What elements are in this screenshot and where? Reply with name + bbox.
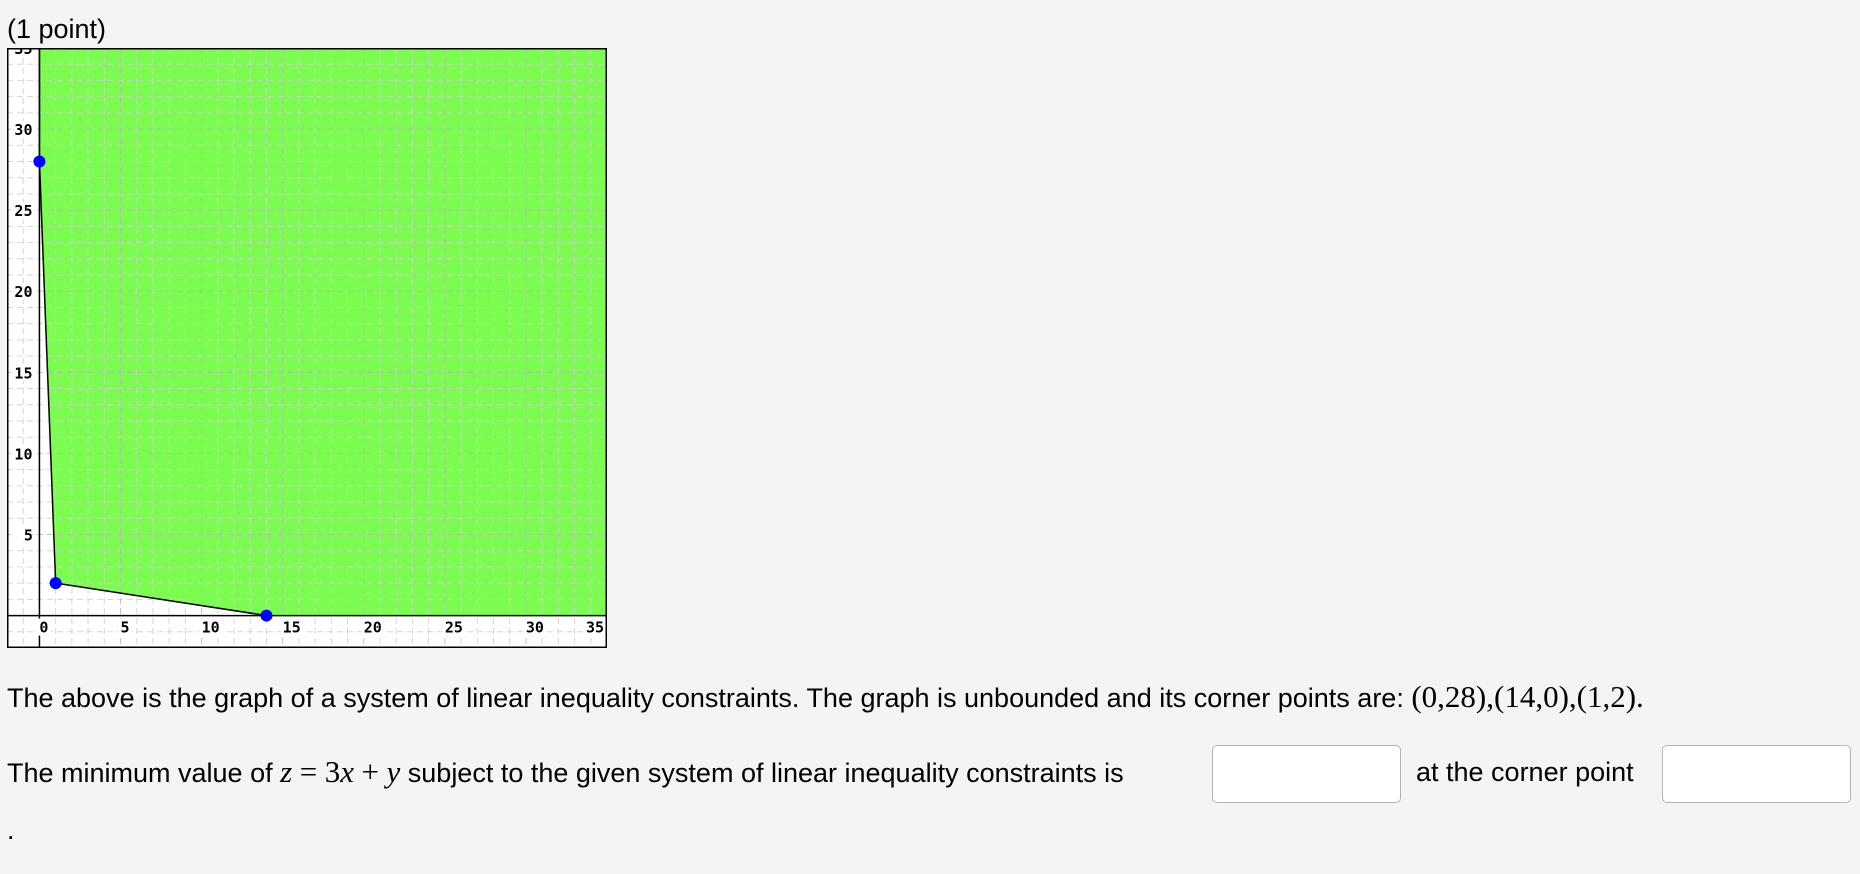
points-label: (1 point)	[7, 14, 107, 44]
objective-plus: +	[361, 754, 379, 789]
description-text: The above is the graph of a system of li…	[7, 683, 1404, 713]
x-tick-label: 10	[202, 619, 220, 637]
x-tick-label: 35	[586, 619, 604, 637]
x-tick-label: 0	[39, 619, 48, 637]
y-tick-label-bg	[11, 48, 34, 57]
corner-point	[33, 155, 46, 168]
y-tick-label: 5	[24, 526, 33, 544]
x-tick-label: 15	[283, 619, 301, 637]
x-tick-label-bg	[523, 618, 547, 636]
y-tick-label: 25	[14, 202, 32, 220]
y-tick-label-bg	[11, 364, 34, 382]
x-tick-label-bg	[37, 618, 51, 636]
objective-equals: =	[299, 754, 318, 789]
min-value-input[interactable]	[1212, 745, 1401, 803]
y-tick-label-bg	[11, 526, 25, 544]
x-tick-label: 5	[121, 619, 130, 637]
x-tick-label-bg	[280, 618, 304, 636]
x-tick-label-bg	[199, 618, 223, 636]
y-tick-label: 10	[14, 445, 32, 463]
description-line: The above is the graph of a system of li…	[7, 677, 1644, 718]
x-tick-label-bg	[361, 618, 385, 636]
y-tick-label: 15	[14, 364, 32, 382]
objective-y: y	[386, 754, 401, 789]
y-tick-label-bg	[11, 202, 34, 220]
objective-coef: 3	[324, 754, 341, 789]
graph-svg: 0 5 10 15 20 25 30 35 5 10 15 20 25 30 35	[7, 48, 607, 648]
y-tick-label: 35	[14, 48, 32, 58]
x-tick-label: 20	[364, 619, 382, 637]
y-tick-label-bg	[11, 283, 34, 301]
x-tick-label-bg	[118, 618, 133, 636]
x-tick-label-bg	[442, 618, 466, 636]
x-tick-label: 30	[526, 619, 544, 637]
question-line: The minimum value of z = 3x + y subject …	[7, 752, 1124, 793]
inequality-graph: 0 5 10 15 20 25 30 35 5 10 15 20 25 30 35	[7, 48, 607, 648]
y-tick-label-bg	[11, 121, 34, 139]
constraint-boundary	[38, 48, 267, 617]
corner-point-label: at the corner point	[1416, 757, 1634, 787]
y-tick-label: 30	[14, 121, 32, 139]
corner-point	[260, 609, 273, 622]
corner-points-text: (0,28),(14,0),(1,2).	[1411, 679, 1644, 714]
question-middle: subject to the given system of linear in…	[407, 758, 1124, 788]
corner-point-input[interactable]	[1662, 745, 1851, 803]
objective-z: z	[280, 754, 293, 789]
x-tick-label: 25	[445, 619, 463, 637]
question-prefix: The minimum value of	[7, 758, 273, 788]
y-tick-label-bg	[11, 445, 34, 463]
y-tick-label: 20	[14, 283, 32, 301]
objective-x: x	[340, 754, 354, 789]
x-tick-label-bg	[584, 618, 607, 636]
corner-point	[49, 577, 62, 590]
graph-border	[7, 48, 607, 648]
trailing-dot: .	[7, 815, 15, 845]
feasible-region	[39, 48, 607, 616]
